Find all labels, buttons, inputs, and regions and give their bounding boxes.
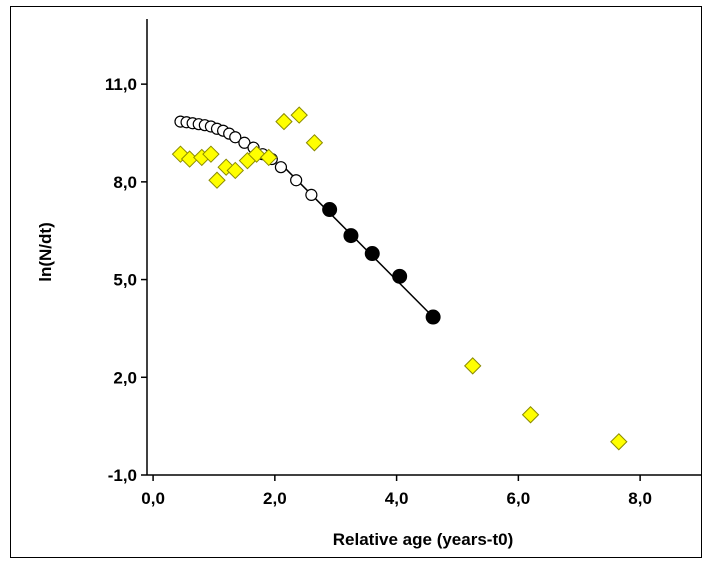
diamond-marker [305, 134, 324, 152]
diamond-marker [247, 145, 266, 163]
y-tick-label: 2,0 [113, 368, 137, 387]
y-tick-label: 8,0 [113, 173, 137, 192]
y-tick-label: -1,0 [108, 466, 137, 485]
diamond-marker [208, 171, 226, 189]
y-axis-title: ln(N/dt) [36, 222, 55, 281]
y-tick-label: 11,0 [105, 75, 137, 94]
open-circle-marker [274, 161, 288, 174]
filled-circle-marker [392, 268, 408, 284]
fit-line-group [280, 163, 434, 318]
axes [141, 19, 701, 481]
x-tick-label: 4,0 [385, 489, 409, 508]
diamond-marker [226, 161, 244, 180]
diamond-marker [275, 112, 293, 131]
x-tick-label: 2,0 [263, 489, 287, 508]
y-tick-label: 5,0 [113, 271, 137, 290]
x-tick-label: 8,0 [628, 489, 652, 508]
diamond-marker [202, 145, 220, 163]
filled-circle-marker [425, 309, 441, 325]
x-tick-label: 6,0 [507, 489, 531, 508]
x-tick-label: 0,0 [141, 489, 165, 508]
diamond-marker [463, 357, 482, 375]
diamond-marker [521, 406, 540, 424]
chart-frame: -1,0 2,0 5,0 8,0 11,0 0,0 2,0 4,0 6,0 8,0 Relative… [10, 6, 702, 558]
open-circle-marker [305, 188, 318, 201]
diamond-marker [610, 433, 628, 451]
filled-circle-marker [343, 228, 359, 244]
diamond-marker [290, 106, 308, 124]
filled-circle-marker [322, 202, 338, 218]
axis-labels: -1,0 2,0 5,0 8,0 11,0 0,0 2,0 4,0 6,0 8,0 Relative… [36, 75, 652, 549]
x-axis-title: Relative age (years-t0) [333, 530, 513, 549]
open-circle-marker [290, 174, 303, 187]
scatter-plot: -1,0 2,0 5,0 8,0 11,0 0,0 2,0 4,0 6,0 8,0 Relative… [36, 19, 701, 549]
data-points [171, 106, 628, 451]
diamond-marker [260, 148, 278, 167]
filled-circle-marker [364, 246, 380, 262]
regression-line [280, 163, 434, 318]
open-circle-marker [229, 131, 242, 144]
